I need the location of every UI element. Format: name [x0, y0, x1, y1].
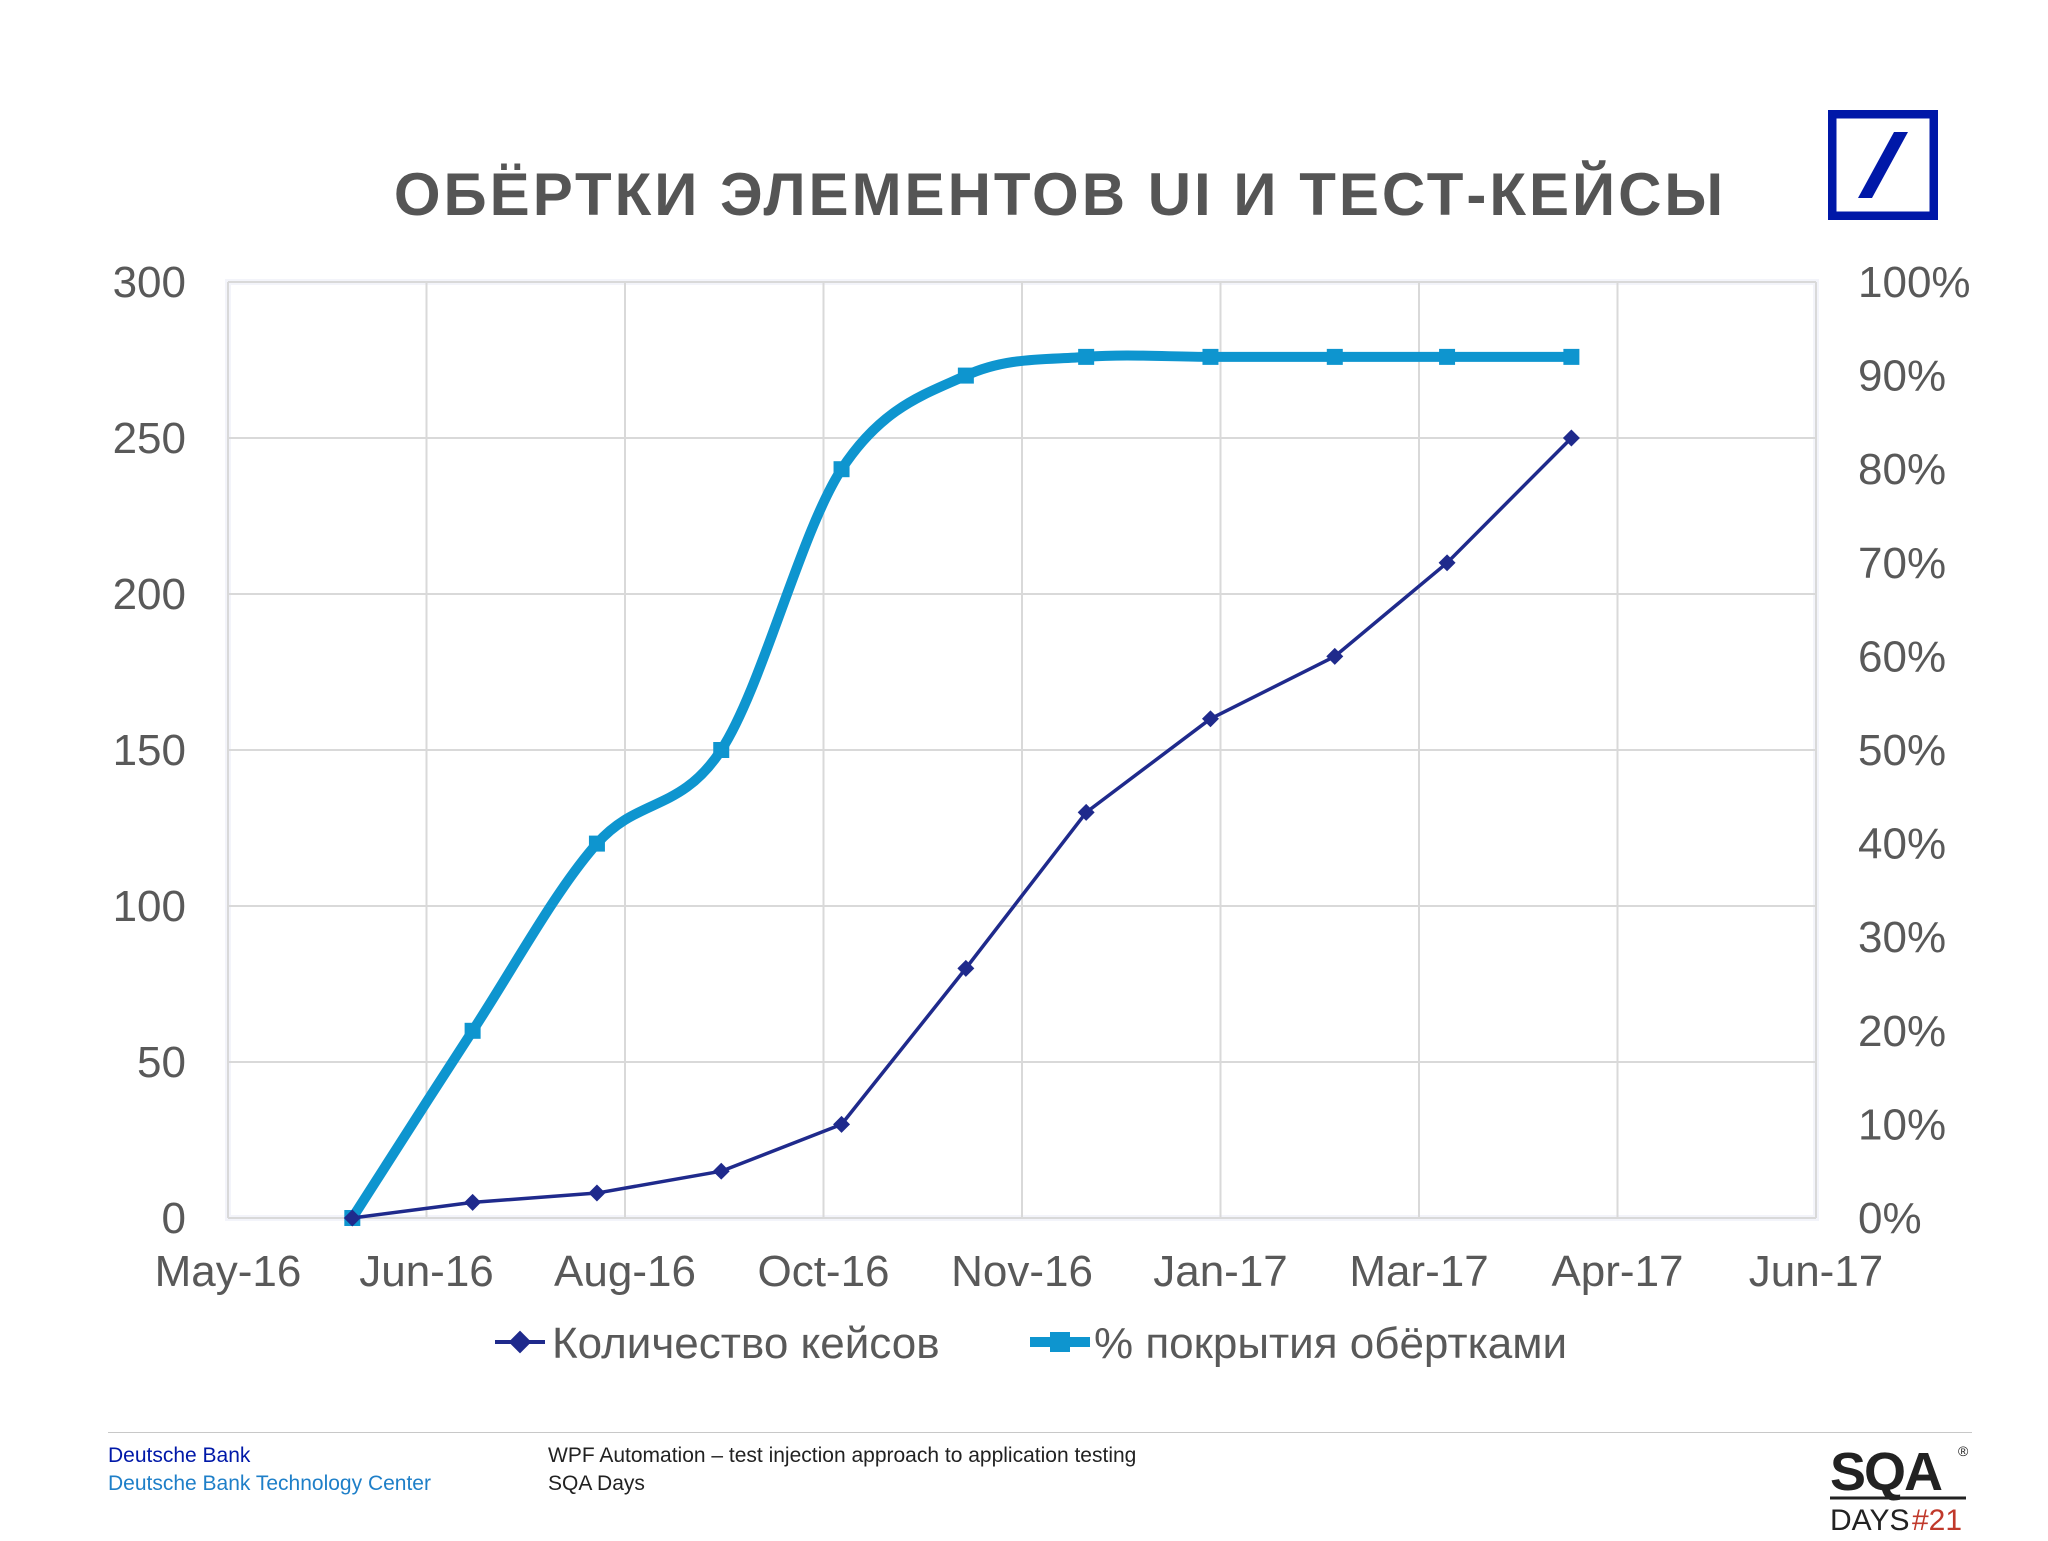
x-tick-label: May-16 [155, 1247, 302, 1296]
x-tick-label: Jun-17 [1749, 1247, 1884, 1296]
footer-org-line2: Deutsche Bank Technology Center [108, 1472, 431, 1495]
deutsche-bank-logo-icon [1828, 110, 1938, 220]
footer-talk-title: WPF Automation – test injection approach… [548, 1444, 1137, 1467]
x-tick-label: Nov-16 [951, 1247, 1093, 1296]
legend-item-cases: Количество кейсов [495, 1319, 940, 1368]
data-point-cases [712, 1162, 730, 1180]
y-left-tick-label: 200 [113, 570, 186, 619]
y-right-tick-label: 0% [1858, 1194, 1922, 1243]
legend-label-coverage: % покрытия обёртками [1094, 1319, 1567, 1368]
y-right-tick-label: 70% [1858, 539, 1946, 588]
data-point-coverage [1078, 348, 1095, 365]
y-right-tick-label: 10% [1858, 1100, 1946, 1149]
sqa-logo-mark: ® [1958, 1443, 1969, 1459]
y-left-tick-label: 150 [113, 726, 186, 775]
y-right-tick-label: 80% [1858, 445, 1946, 494]
data-point-cases [1077, 803, 1095, 821]
data-point-coverage [1563, 348, 1580, 365]
data-point-coverage [713, 742, 730, 758]
y-right-tick-label: 20% [1858, 1007, 1946, 1056]
y-right-tick-label: 30% [1858, 913, 1946, 962]
y-right-tick-label: 90% [1858, 352, 1946, 401]
y-left-tick-label: 300 [113, 258, 186, 307]
x-tick-label: Mar-17 [1349, 1247, 1488, 1296]
legend-label-cases: Количество кейсов [552, 1319, 940, 1368]
footer-talk: WPF Automation – test injection approach… [548, 1442, 1136, 1498]
series-layer [343, 348, 1580, 1227]
slide-title: ОБЁРТКИ ЭЛЕМЕНТОВ UI И ТЕСТ-КЕЙСЫ [393, 161, 1727, 228]
y-right-tick-label: 60% [1858, 632, 1946, 681]
series-cases [343, 429, 1580, 1227]
data-point-cases [957, 959, 975, 977]
y-left-tick-label: 100 [113, 882, 186, 931]
x-tick-label: Jun-16 [359, 1247, 494, 1296]
data-point-cases [1201, 710, 1219, 728]
chart: 0 50 100 150 200 250 300 0% 10% 20% 30% 40% 50% 60% 7… [113, 258, 1971, 1368]
sqa-days-logo: SQA ® DAYS #21 [1830, 1442, 1969, 1537]
legend-item-coverage: % покрытия обёртками [1030, 1319, 1567, 1368]
data-point-coverage [464, 1022, 481, 1039]
y-axis-left: 0 50 100 150 200 250 300 [113, 258, 186, 1243]
data-point-cases [833, 1115, 851, 1133]
footer-org-line1: Deutsche Bank [108, 1444, 251, 1467]
y-right-tick-label: 40% [1858, 820, 1946, 869]
data-point-coverage [1202, 348, 1219, 365]
y-right-tick-label: 50% [1858, 726, 1946, 775]
data-point-coverage [588, 835, 605, 852]
legend: Количество кейсов % покрытия обёртками [495, 1319, 1567, 1368]
data-point-cases [1326, 647, 1344, 665]
data-point-cases [1438, 554, 1456, 572]
data-point-coverage [1439, 348, 1456, 365]
sqa-logo-bottom: DAYS [1830, 1504, 1909, 1537]
x-tick-label: Aug-16 [554, 1247, 696, 1296]
x-axis: May-16 Jun-16 Aug-16 Oct-16 Nov-16 Jan-17 Mar-… [155, 1247, 1884, 1296]
y-right-tick-label: 100% [1858, 258, 1971, 307]
footer-divider [108, 1432, 1972, 1433]
x-tick-label: Oct-16 [757, 1247, 889, 1296]
data-point-cases [588, 1184, 606, 1202]
grid [227, 281, 1817, 1219]
y-left-tick-label: 250 [113, 414, 186, 463]
sqa-logo-number: #21 [1912, 1504, 1962, 1537]
data-point-coverage [1326, 348, 1343, 365]
sqa-logo-top: SQA [1830, 1442, 1942, 1502]
y-axis-right: 0% 10% 20% 30% 40% 50% 60% 70% 80% 90% 100% [1858, 258, 1971, 1243]
x-tick-label: Jan-17 [1153, 1247, 1288, 1296]
series-coverage [344, 348, 1580, 1226]
y-left-tick-label: 0 [162, 1194, 186, 1243]
y-left-tick-label: 50 [137, 1038, 186, 1087]
footer-organization: Deutsche Bank Deutsche Bank Technology C… [108, 1442, 431, 1498]
data-point-coverage [833, 461, 850, 478]
data-point-coverage [957, 367, 974, 384]
x-tick-label: Apr-17 [1551, 1247, 1683, 1296]
footer-talk-event: SQA Days [548, 1472, 645, 1495]
